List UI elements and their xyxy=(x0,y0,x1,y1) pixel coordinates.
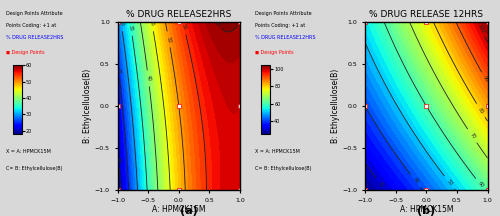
Text: 50: 50 xyxy=(446,178,453,186)
Title: % DRUG RELEASE 12HRS: % DRUG RELEASE 12HRS xyxy=(369,10,483,19)
Text: X = A: HPMCK15M: X = A: HPMCK15M xyxy=(6,149,52,154)
Text: 30: 30 xyxy=(118,20,124,27)
Text: C= B: Ethylcellulose(B): C= B: Ethylcellulose(B) xyxy=(6,166,63,171)
Text: 80: 80 xyxy=(477,106,484,114)
Text: 70: 70 xyxy=(468,132,476,140)
Title: % DRUG RELEASE2HRS: % DRUG RELEASE2HRS xyxy=(126,10,232,19)
Text: Points Coding: +1 at: Points Coding: +1 at xyxy=(6,23,57,28)
Text: 90: 90 xyxy=(482,75,490,83)
Text: 35: 35 xyxy=(128,24,134,31)
Text: % DRUG RELEASE12HRS: % DRUG RELEASE12HRS xyxy=(255,35,316,40)
Text: Design Points Attribute: Design Points Attribute xyxy=(6,11,63,16)
Text: 60: 60 xyxy=(477,181,484,189)
Y-axis label: B: Ethylcellulose(B): B: Ethylcellulose(B) xyxy=(83,69,92,143)
Text: 25: 25 xyxy=(116,67,121,74)
Text: 100: 100 xyxy=(476,23,485,34)
Text: (a): (a) xyxy=(180,206,198,216)
Text: 60: 60 xyxy=(212,19,220,27)
Text: C= B: Ethylcellulose(B): C= B: Ethylcellulose(B) xyxy=(255,166,312,171)
Text: ◼ Design Points: ◼ Design Points xyxy=(255,50,294,55)
Text: ◼ Design Points: ◼ Design Points xyxy=(6,50,45,55)
Y-axis label: B: Ethylcellulose(B): B: Ethylcellulose(B) xyxy=(330,69,340,143)
Text: % DRUG RELEASE2HRS: % DRUG RELEASE2HRS xyxy=(6,35,64,40)
Text: 40: 40 xyxy=(412,177,420,185)
Text: 45: 45 xyxy=(149,20,155,27)
Text: (b): (b) xyxy=(417,206,436,216)
Text: 55: 55 xyxy=(181,23,187,30)
X-axis label: A: HPMCK15M: A: HPMCK15M xyxy=(152,205,206,214)
X-axis label: A: HPMCK15M: A: HPMCK15M xyxy=(400,205,453,214)
Text: 20: 20 xyxy=(116,156,121,163)
Text: Design Points Attribute: Design Points Attribute xyxy=(255,11,312,16)
Text: 30: 30 xyxy=(377,180,385,188)
Text: Points Coding: +1 at: Points Coding: +1 at xyxy=(255,23,305,28)
Text: X = A: HPMCK15M: X = A: HPMCK15M xyxy=(255,149,300,154)
Text: 50: 50 xyxy=(166,36,172,43)
Text: 40: 40 xyxy=(146,75,151,82)
